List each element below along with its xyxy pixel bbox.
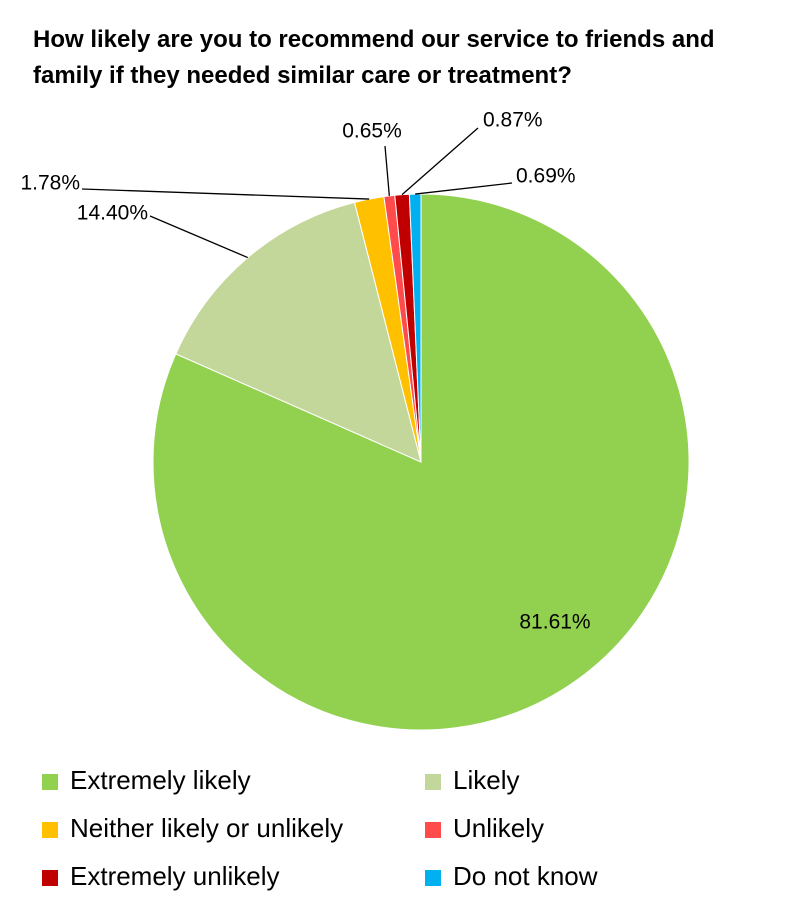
legend-label: Extremely unlikely (70, 861, 280, 891)
legend-label: Do not know (453, 861, 598, 891)
legend-marker (42, 774, 58, 790)
legend-marker (425, 870, 441, 886)
legend-label: Neither likely or unlikely (70, 813, 343, 843)
legend-label: Unlikely (453, 813, 544, 843)
leader-line (401, 127, 479, 196)
leader-line (415, 182, 513, 195)
data-label: 0.65% (342, 120, 402, 143)
leader-line (384, 145, 390, 196)
data-label: 81.61% (519, 611, 590, 634)
legend-marker (425, 822, 441, 838)
legend-marker (42, 822, 58, 838)
data-label: 1.78% (20, 172, 80, 195)
data-label: 14.40% (77, 202, 148, 225)
leader-line (149, 215, 248, 259)
legend-marker (42, 870, 58, 886)
leader-line (81, 188, 370, 200)
data-label: 0.69% (516, 165, 576, 188)
legend-label: Likely (453, 765, 519, 795)
data-label: 0.87% (483, 109, 543, 132)
legend-label: Extremely likely (70, 765, 251, 795)
legend-marker (425, 774, 441, 790)
chart-title: How likely are you to recommend our serv… (33, 26, 715, 89)
